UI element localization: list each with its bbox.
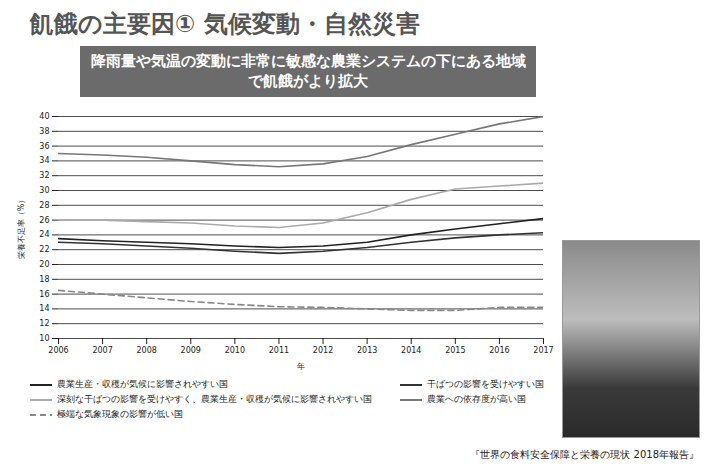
svg-text:38: 38 bbox=[39, 127, 49, 136]
svg-text:26: 26 bbox=[39, 216, 49, 225]
svg-text:2007: 2007 bbox=[92, 346, 112, 355]
html-text:農業生産・収穫が気候に影響されやすい国: 農業生産・収穫が気候に影響されやすい国 bbox=[57, 379, 228, 389]
html-text:極端な気象現象の影響が低い国: 極端な気象現象の影響が低い国 bbox=[57, 409, 183, 419]
svg-text:2012: 2012 bbox=[313, 346, 333, 355]
svg-text:36: 36 bbox=[39, 142, 49, 151]
svg-text:2010: 2010 bbox=[225, 346, 245, 355]
svg-text:2014: 2014 bbox=[401, 346, 421, 355]
svg-text:2009: 2009 bbox=[181, 346, 201, 355]
html-text:深刻な干ばつの影響を受けやすく、農業生産・収穫が気候に影響さ: 深刻な干ばつの影響を受けやすく、農業生産・収穫が気候に影響されやすい国 bbox=[57, 394, 372, 404]
svg-text:12: 12 bbox=[39, 319, 49, 328]
svg-text:32: 32 bbox=[39, 171, 49, 180]
html-text:農業への依存度が高い国: 農業への依存度が高い国 bbox=[427, 394, 526, 404]
svg-text:16: 16 bbox=[39, 290, 49, 299]
svg-text:24: 24 bbox=[39, 230, 49, 239]
svg-text:18: 18 bbox=[39, 275, 49, 284]
html-text:『世界の食料安全保障と栄養の現状 2018年報告』: 『世界の食料安全保障と栄養の現状 2018年報告』 bbox=[470, 449, 699, 460]
html-text:干ばつの影響を受けやすい国: 干ばつの影響を受けやすい国 bbox=[427, 379, 544, 389]
svg-text:2013: 2013 bbox=[357, 346, 377, 355]
svg-text:14: 14 bbox=[39, 304, 49, 313]
svg-text:2006: 2006 bbox=[48, 346, 68, 355]
svg-text:2011: 2011 bbox=[269, 346, 289, 355]
svg-text:栄養不足率（%）: 栄養不足率（%） bbox=[17, 196, 26, 260]
svg-text:2008: 2008 bbox=[137, 346, 157, 355]
svg-text:2016: 2016 bbox=[489, 346, 509, 355]
html-text:降雨量や気温の変動に非常に敏感な農業システムの下にある地域で: 降雨量や気温の変動に非常に敏感な農業システムの下にある地域で飢餓がより拡大 bbox=[90, 52, 526, 91]
svg-text:10: 10 bbox=[39, 334, 49, 343]
svg-text:40: 40 bbox=[39, 112, 49, 121]
svg-text:20: 20 bbox=[39, 260, 49, 269]
html-text:飢餓の主要因① 気候変動・自然災害: 飢餓の主要因① 気候変動・自然災害 bbox=[30, 10, 420, 38]
svg-text:28: 28 bbox=[39, 201, 49, 210]
svg-text:2017: 2017 bbox=[533, 346, 553, 355]
svg-text:34: 34 bbox=[39, 156, 49, 165]
svg-text:年: 年 bbox=[297, 362, 305, 371]
svg-text:22: 22 bbox=[39, 245, 49, 254]
svg-text:2015: 2015 bbox=[445, 346, 465, 355]
svg-text:30: 30 bbox=[39, 186, 49, 195]
